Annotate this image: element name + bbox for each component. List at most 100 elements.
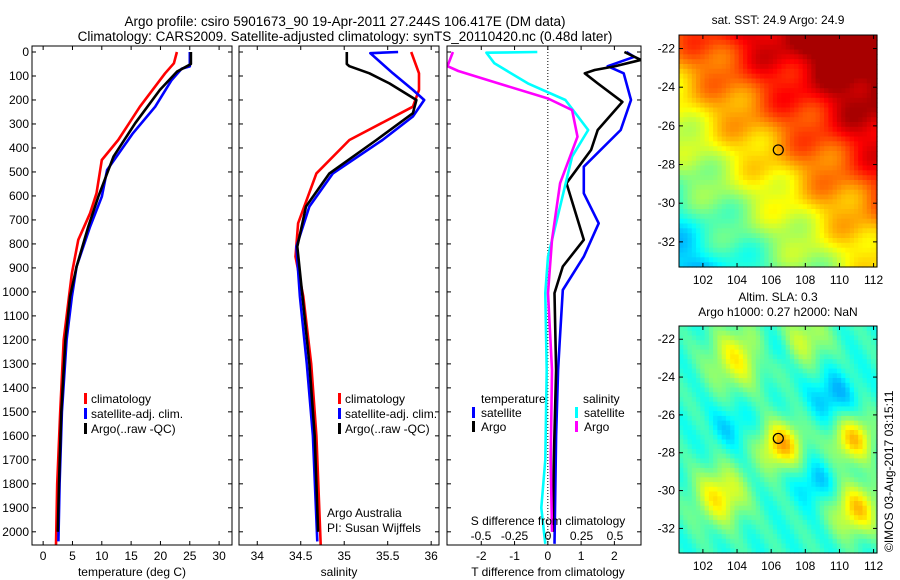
heatmap-cell [798, 126, 804, 133]
heatmap-cell [777, 233, 782, 239]
heatmap-cell [721, 257, 727, 263]
heatmap-cell [721, 170, 727, 176]
heatmap-cell [862, 359, 868, 365]
heatmap-cell [738, 131, 744, 138]
heatmap-cell [747, 340, 753, 346]
heatmap-cell [828, 472, 834, 478]
heatmap-cell [871, 434, 876, 441]
heatmap-cell [862, 496, 868, 502]
heatmap-cell [738, 411, 744, 417]
heatmap-cell [819, 510, 825, 516]
heatmap-cell [743, 88, 748, 94]
heatmap-cell [815, 501, 821, 507]
heatmap-cell [777, 184, 782, 191]
heatmap-cell [704, 122, 710, 128]
heatmap-cell [700, 524, 706, 530]
heatmap-cell [768, 126, 774, 133]
x-tick-label: 10 [95, 549, 109, 563]
heatmap-cell [777, 434, 782, 441]
heatmap-cell [713, 373, 718, 379]
heatmap-cell [794, 330, 800, 336]
x-tick-label: 35 [338, 549, 352, 563]
heatmap-cell [683, 354, 689, 360]
heatmap-cell [743, 54, 748, 60]
heatmap-cell [683, 252, 689, 258]
heatmap-cell [691, 64, 697, 70]
heatmap-cell [789, 501, 795, 507]
heatmap-cell [734, 401, 740, 407]
heatmap-cell [849, 420, 855, 426]
heatmap-cell [858, 529, 864, 535]
heatmap-cell [747, 515, 753, 521]
heatmap-cell [764, 477, 770, 483]
heatmap-cell [717, 165, 723, 171]
heatmap-cell [679, 35, 684, 41]
heatmap-cell [866, 363, 872, 370]
heatmap-cell [789, 519, 795, 526]
heatmap-cell [721, 363, 727, 370]
heatmap-cell [679, 54, 684, 60]
heatmap-cell [811, 406, 817, 412]
heatmap-cell [679, 326, 684, 332]
heatmap-cell [683, 213, 689, 220]
heatmap-cell [841, 434, 847, 441]
heatmap-cell [738, 392, 744, 398]
heatmap-cell [738, 126, 744, 133]
heatmap-cell [815, 233, 821, 239]
heatmap-cell [836, 112, 842, 118]
heatmap-cell [836, 368, 842, 374]
y-tick-label: 1100 [3, 309, 29, 323]
heatmap-cell [683, 218, 689, 225]
heatmap-cell [704, 68, 710, 75]
heatmap-cell [832, 209, 838, 215]
heatmap-cell [785, 64, 791, 70]
heatmap-cell [811, 204, 817, 210]
heatmap-cell [858, 415, 864, 422]
heatmap-cell [772, 368, 778, 374]
heatmap-cell [704, 349, 710, 355]
heatmap-cell [717, 349, 723, 355]
heatmap-cell [794, 359, 800, 365]
heatmap-cell [683, 396, 689, 403]
heatmap-cell [815, 524, 821, 530]
series-line-salinity-argo [447, 51, 579, 532]
heatmap-cell [691, 131, 697, 138]
heatmap-cell [772, 64, 778, 70]
heatmap-cell [871, 209, 876, 215]
heatmap-cell [760, 252, 765, 258]
heatmap-cell [802, 411, 808, 417]
heatmap-cell [713, 482, 718, 488]
heatmap-cell [734, 107, 740, 113]
heatmap-cell [764, 463, 770, 469]
heatmap-cell [764, 439, 770, 445]
heatmap-cell [721, 444, 727, 450]
heatmap-cell [696, 78, 701, 84]
heatmap-cell [862, 35, 868, 41]
heatmap-cell [772, 349, 778, 355]
heatmap-cell [789, 482, 795, 488]
heatmap-cell [743, 491, 748, 497]
heatmap-cell [691, 146, 697, 152]
heatmap-cell [713, 83, 718, 89]
heatmap-cell [760, 213, 765, 220]
heatmap-cell [785, 467, 791, 474]
heatmap-cell [691, 524, 697, 530]
heatmap-cell [836, 131, 842, 138]
heatmap-cell [841, 35, 847, 41]
heatmap-cell [713, 78, 718, 84]
heatmap-cell [807, 434, 812, 441]
heatmap-cell [819, 233, 825, 239]
heatmap-cell [725, 486, 731, 493]
heatmap-cell [777, 406, 782, 412]
heatmap-cell [824, 59, 829, 65]
heatmap-cell [683, 515, 689, 521]
heatmap-cell [725, 262, 731, 268]
y-tick-label: 1900 [2, 501, 29, 515]
heatmap-cell [713, 396, 718, 403]
heatmap-cell [777, 64, 782, 70]
heatmap-cell [755, 340, 761, 346]
heatmap-cell [717, 463, 723, 469]
heatmap-cell [730, 228, 736, 234]
heatmap-cell [845, 543, 851, 549]
heatmap-cell [807, 477, 812, 483]
